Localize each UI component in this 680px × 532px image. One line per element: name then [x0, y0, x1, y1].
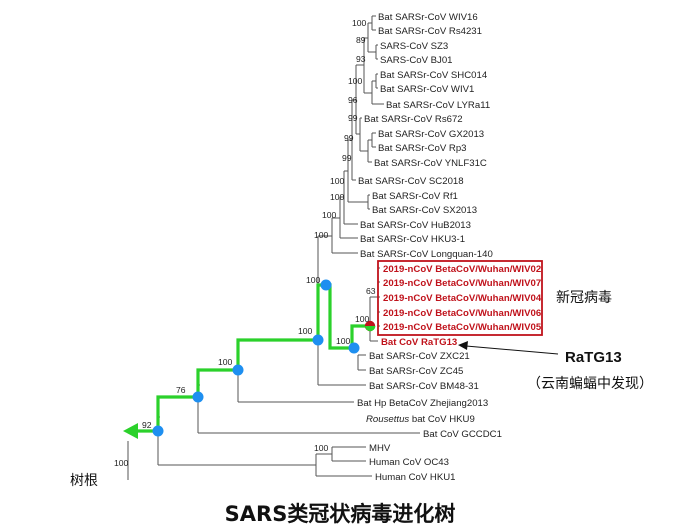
svg-text:100: 100 [314, 443, 329, 453]
leaf-label: Bat SARSr-CoV LYRa11 [386, 100, 490, 111]
node-marker [192, 391, 204, 403]
leaf-label: Bat SARSr-CoV Rs672 [364, 114, 463, 125]
leaf-label: Bat SARSr-CoV ZXC21 [369, 351, 470, 362]
svg-text:100: 100 [314, 230, 329, 240]
leaf-label: Bat SARSr-CoV SX2013 [372, 205, 477, 216]
leaf-label: Bat SARSr-CoV HKU3-1 [360, 234, 465, 245]
leaf-label: Bat SARSr-CoV SHC014 [380, 70, 488, 81]
leaf-label: Bat SARSr-CoV YNLF31C [374, 158, 487, 169]
leaf-label: Bat SARSr-CoV WIV16 [378, 12, 478, 23]
svg-text:76: 76 [176, 385, 186, 395]
leaf-label: Bat SARSr-CoV Rp3 [378, 143, 467, 154]
svg-text:100: 100 [218, 357, 233, 367]
svg-text:100: 100 [298, 326, 313, 336]
highlight-leaf-label: 2019-nCoV BetaCoV/Wuhan/WIV07 [383, 278, 541, 289]
highlight-leaf-label: 2019-nCoV BetaCoV/Wuhan/WIV02 [383, 264, 541, 275]
svg-text:100: 100 [348, 76, 363, 86]
ratg13-leaf-label: Bat CoV RaTG13 [381, 337, 457, 348]
svg-text:100: 100 [352, 18, 367, 28]
figure-title: SARS类冠状病毒进化树 [225, 502, 456, 526]
svg-text:100: 100 [114, 458, 129, 468]
highlighted-path [123, 283, 372, 439]
leaf-label: Bat SARSr-CoV HuB2013 [360, 220, 471, 231]
leaf-label: MHV [369, 443, 391, 454]
leaf-label: SARS-CoV SZ3 [380, 41, 448, 52]
svg-text:99: 99 [348, 113, 358, 123]
group-label: 新冠病毒 [556, 290, 612, 306]
node-marker [312, 334, 324, 346]
leaf-labels: Bat SARSr-CoV WIV16 Bat SARSr-CoV Rs4231… [357, 12, 542, 483]
bootstrap-values: 100 89 93 100 96 99 99 99 100 100 100 10… [114, 18, 376, 468]
highlight-leaf-label: 2019-nCoV BetaCoV/Wuhan/WIV04 [383, 293, 542, 304]
highlight-leaf-label: 2019-nCoV BetaCoV/Wuhan/WIV05 [383, 322, 542, 333]
node-marker [320, 279, 332, 291]
node-marker [232, 364, 244, 376]
svg-text:99: 99 [344, 133, 354, 143]
svg-text:100: 100 [322, 210, 337, 220]
ratg13-label: RaTG13 [565, 349, 622, 366]
svg-text:100: 100 [306, 275, 321, 285]
tree-branches [127, 15, 420, 480]
leaf-label: SARS-CoV BJ01 [380, 55, 453, 66]
path-arrow-icon [123, 423, 138, 439]
node-marker [348, 342, 360, 354]
leaf-label: Rousettus bat CoV HKU9 [366, 414, 475, 425]
svg-text:89: 89 [356, 35, 366, 45]
leaf-label: Bat CoV GCCDC1 [423, 429, 502, 440]
leaf-label: Bat SARSr-CoV ZC45 [369, 366, 463, 377]
svg-text:63: 63 [366, 286, 376, 296]
root-label: 树根 [70, 473, 98, 489]
leaf-label: Bat SARSr-CoV Rs4231 [378, 26, 482, 37]
leaf-label: Bat SARSr-CoV Rf1 [372, 191, 458, 202]
leaf-label: Bat SARSr-CoV BM48-31 [369, 381, 479, 392]
leaf-label: Bat Hp BetaCoV Zhejiang2013 [357, 398, 488, 409]
ratg13-note: （云南蝙蝠中发现） [527, 376, 653, 392]
svg-text:96: 96 [348, 95, 358, 105]
leaf-label: Human CoV OC43 [369, 457, 449, 468]
leaf-label: Bat SARSr-CoV WIV1 [380, 84, 474, 95]
svg-text:100: 100 [355, 314, 370, 324]
svg-text:100: 100 [330, 192, 345, 202]
highlight-box [377, 260, 543, 336]
svg-text:100: 100 [330, 176, 345, 186]
leaf-label: Bat SARSr-CoV SC2018 [358, 176, 464, 187]
highlight-leaf-label: 2019-nCoV BetaCoV/Wuhan/WIV06 [383, 308, 541, 319]
leaf-label: Bat SARSr-CoV GX2013 [378, 129, 484, 140]
svg-text:100: 100 [336, 336, 351, 346]
ratg13-pointer [465, 345, 559, 355]
svg-text:99: 99 [342, 153, 352, 163]
node-marker [152, 425, 164, 437]
leaf-label: Bat SARSr-CoV Longquan-140 [360, 249, 493, 260]
svg-text:92: 92 [142, 420, 152, 430]
svg-text:93: 93 [356, 54, 366, 64]
arrow-icon [458, 341, 468, 350]
node-markers [152, 279, 376, 437]
leaf-label: Human CoV HKU1 [375, 472, 456, 483]
